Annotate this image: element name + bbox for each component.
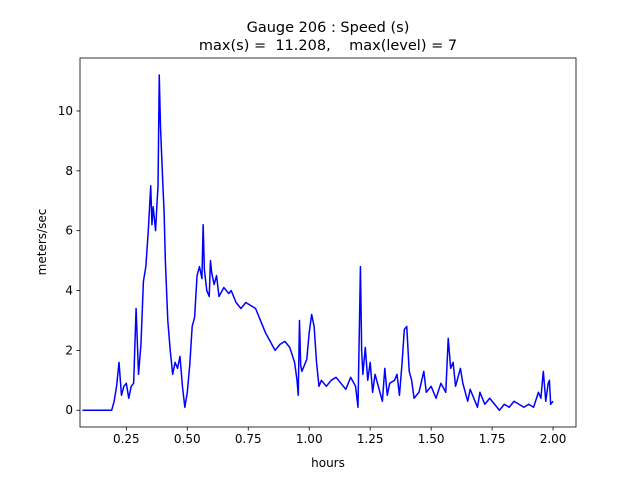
x-tick-label: 2.00 <box>540 432 567 446</box>
data-line <box>82 74 554 411</box>
plot-frame <box>79 57 577 428</box>
y-tick-label: 8 <box>65 164 73 178</box>
chart-subtitle: max(s) = 11.208, max(level) = 7 <box>199 38 457 54</box>
y-tick-label: 4 <box>65 284 73 298</box>
y-tick-label: 0 <box>65 403 73 417</box>
x-tick-label: 0.25 <box>113 432 140 446</box>
y-tick-label: 6 <box>65 224 73 238</box>
x-tick-label: 1.50 <box>418 432 445 446</box>
x-axis-label: hours <box>311 456 345 470</box>
y-tick-label: 10 <box>58 104 73 118</box>
x-tick-label: 0.75 <box>235 432 262 446</box>
y-axis-label: meters/sec <box>35 209 49 276</box>
chart-title: Gauge 206 : Speed (s) <box>247 20 410 36</box>
x-tick-label: 1.00 <box>296 432 323 446</box>
y-tick-label: 2 <box>65 343 73 357</box>
x-tick-label: 0.50 <box>174 432 201 446</box>
x-tick-label: 1.75 <box>479 432 506 446</box>
x-tick-label: 1.25 <box>357 432 384 446</box>
